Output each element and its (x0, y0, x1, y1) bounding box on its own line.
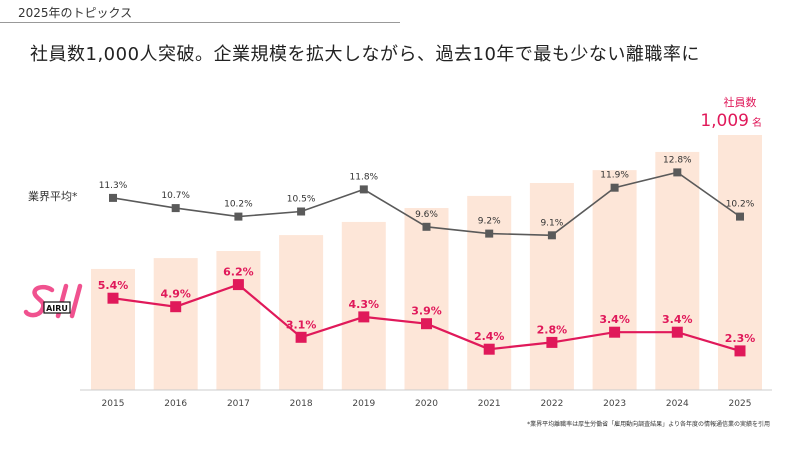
headcount-bar (529, 183, 574, 390)
company-point (546, 336, 558, 348)
headcount-bar (216, 251, 261, 390)
x-tick-label: 2018 (290, 399, 313, 409)
industry-point (673, 168, 682, 177)
data-label: 10.7% (161, 191, 190, 201)
data-label: 2.8% (537, 323, 568, 336)
headcount-bar (655, 151, 700, 390)
data-label: 11.8% (350, 172, 379, 182)
x-tick-label: 2020 (415, 399, 438, 409)
company-point (170, 301, 182, 313)
data-label: 2.4% (474, 330, 505, 343)
industry-point (610, 183, 619, 192)
data-label: 2.3% (725, 332, 756, 345)
data-label: 12.8% (663, 155, 692, 165)
logo-mark (69, 283, 83, 319)
x-tick-label: 2019 (352, 399, 375, 409)
page-title: 社員数1,000人突破。企業規模を拡大しながら、過去10年で最も少ない離職率に (30, 44, 700, 65)
bar-label-title: 社員数 (724, 95, 757, 109)
x-tick-label: 2017 (227, 399, 250, 409)
industry-point (485, 229, 494, 238)
bar-label-unit: 名 (752, 116, 762, 129)
data-label: 5.4% (98, 279, 129, 292)
data-label: 11.9% (600, 171, 629, 181)
data-label: 3.4% (599, 313, 630, 326)
headcount-bar (91, 268, 135, 390)
industry-point (171, 204, 180, 213)
industry-point (422, 222, 431, 231)
data-label: 9.1% (540, 218, 563, 228)
x-tick-label: 2025 (729, 399, 752, 409)
data-label: 10.2% (224, 200, 253, 210)
x-tick-label: 2023 (603, 399, 626, 409)
headcount-bar (153, 258, 198, 390)
headcount-bar (279, 235, 324, 390)
industry-point (234, 212, 243, 221)
headcount-bar (404, 208, 449, 390)
svg-text:AIRU: AIRU (46, 304, 68, 313)
industry-point (109, 193, 117, 202)
data-label: 9.2% (478, 217, 501, 227)
industry-point (736, 212, 744, 221)
company-point (295, 331, 307, 343)
data-label: 4.3% (349, 298, 380, 311)
company-point (734, 345, 746, 357)
industry-point (547, 231, 556, 240)
data-label: 9.6% (415, 210, 438, 220)
company-point (358, 311, 370, 323)
company-point (483, 343, 495, 355)
data-label: 3.9% (411, 305, 442, 318)
divider (0, 22, 400, 23)
company-point (671, 326, 683, 338)
company-point (107, 292, 119, 304)
company-logo: AIRU (23, 283, 83, 319)
company-point (609, 326, 621, 338)
logo-mark (23, 284, 55, 318)
headcount-bar (341, 221, 386, 390)
company-point (421, 318, 432, 330)
data-label: 6.2% (223, 266, 254, 279)
x-tick-label: 2015 (102, 399, 125, 409)
bar-label-value: 1,009 (700, 111, 749, 131)
x-tick-label: 2021 (478, 399, 501, 409)
industry-point (297, 207, 306, 216)
data-label: 10.5% (287, 195, 316, 205)
data-label: 4.9% (160, 288, 191, 301)
x-tick-label: 2016 (164, 399, 187, 409)
x-tick-label: 2022 (540, 399, 563, 409)
industry-point (359, 185, 368, 194)
headcount-bar (592, 170, 637, 390)
section-title: 2025年のトピックス (18, 6, 133, 20)
data-label: 10.2% (726, 200, 755, 210)
data-label: 3.1% (286, 318, 317, 331)
company-point (232, 279, 244, 291)
footnote: *業界平均離職率は厚生労働省「雇用動向調査結果」より各年度の情報通信業の実績を引… (527, 421, 770, 428)
headcount-bar (467, 195, 512, 390)
data-label: 11.3% (99, 181, 128, 191)
x-tick-label: 2024 (666, 399, 689, 409)
series-label: 業界平均* (28, 190, 78, 203)
data-label: 3.4% (662, 313, 693, 326)
